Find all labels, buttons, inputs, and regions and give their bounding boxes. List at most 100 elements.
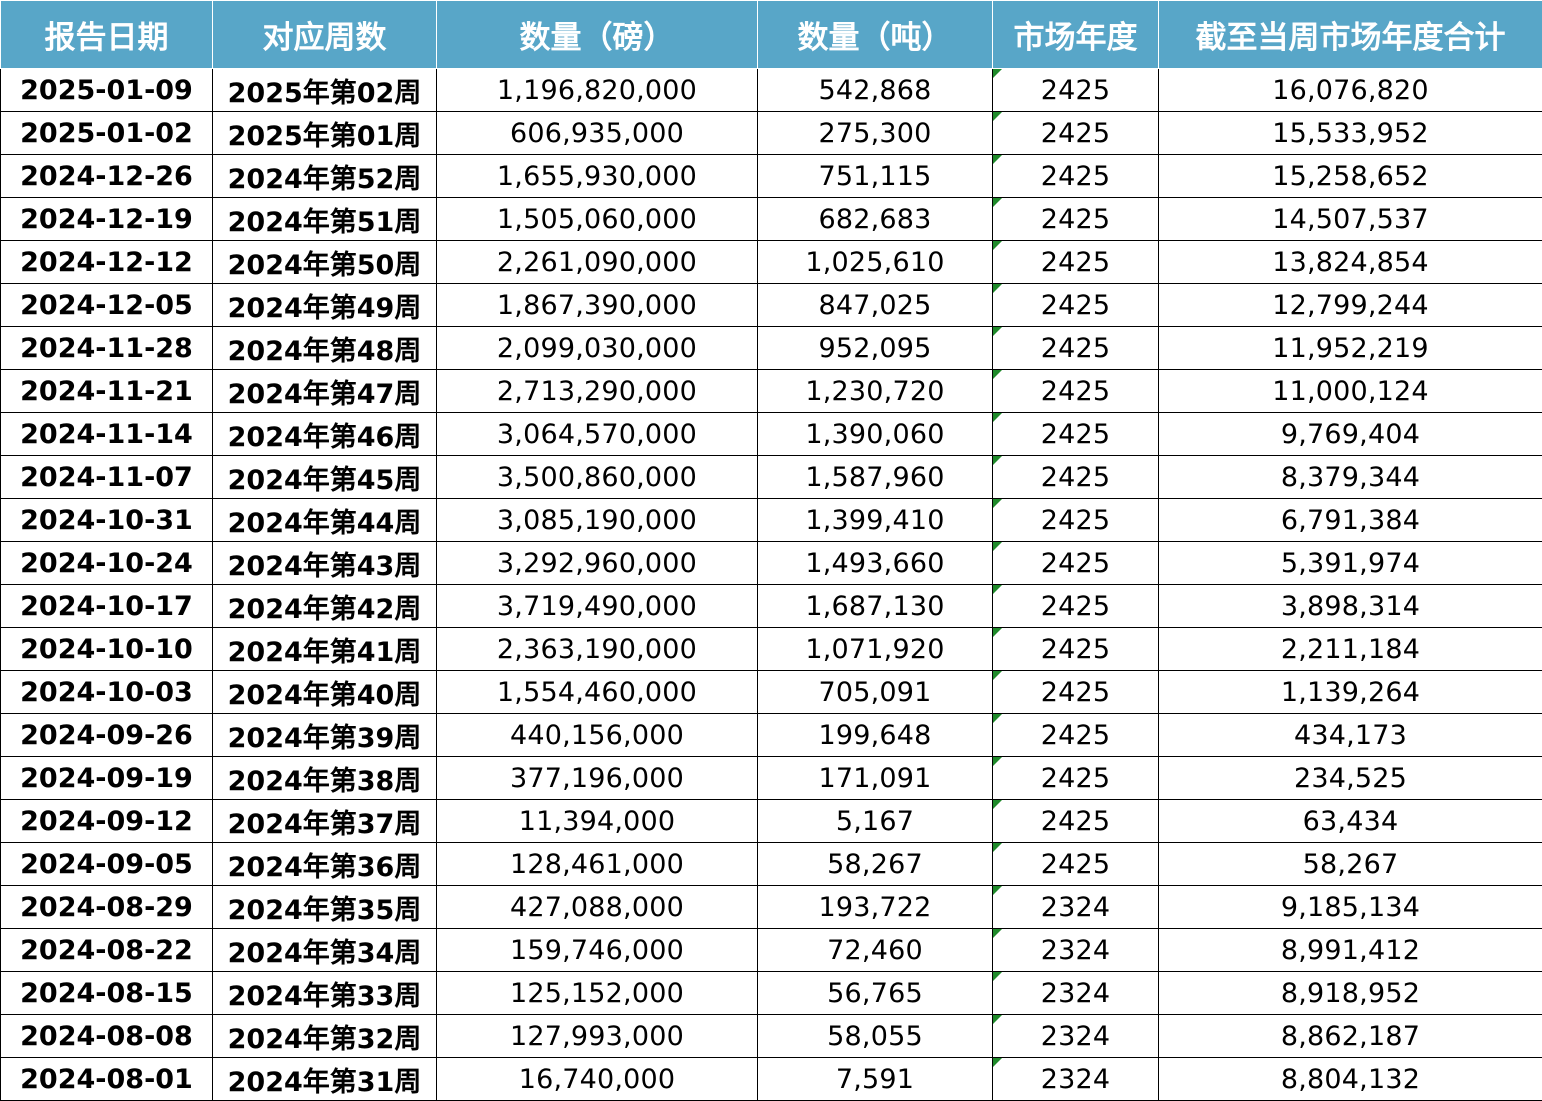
cell-marketing-year-cumulative[interactable]: 9,185,134 [1159,886,1542,929]
cell-report-date[interactable]: 2024-11-14 [1,413,213,456]
cell-marketing-year-cumulative[interactable]: 3,898,314 [1159,585,1542,628]
cell-quantity-tons[interactable]: 5,167 [758,800,993,843]
cell-marketing-year[interactable]: 2425 [993,284,1159,327]
cell-quantity-pounds[interactable]: 2,713,290,000 [437,370,758,413]
cell-marketing-year-cumulative[interactable]: 6,791,384 [1159,499,1542,542]
cell-week-number[interactable]: 2024年第37周 [213,800,437,843]
header-report-date[interactable]: 报告日期 [1,1,213,69]
cell-quantity-tons[interactable]: 542,868 [758,69,993,112]
cell-report-date[interactable]: 2024-12-05 [1,284,213,327]
cell-report-date[interactable]: 2024-12-12 [1,241,213,284]
cell-marketing-year-cumulative[interactable]: 1,139,264 [1159,671,1542,714]
cell-week-number[interactable]: 2024年第36周 [213,843,437,886]
header-marketing-year-cumulative[interactable]: 截至当周市场年度合计 [1159,1,1542,69]
cell-quantity-tons[interactable]: 682,683 [758,198,993,241]
cell-quantity-tons[interactable]: 952,095 [758,327,993,370]
cell-report-date[interactable]: 2024-11-21 [1,370,213,413]
cell-report-date[interactable]: 2024-09-19 [1,757,213,800]
cell-marketing-year[interactable]: 2425 [993,757,1159,800]
cell-week-number[interactable]: 2024年第38周 [213,757,437,800]
cell-report-date[interactable]: 2024-08-29 [1,886,213,929]
cell-marketing-year[interactable]: 2425 [993,241,1159,284]
cell-quantity-tons[interactable]: 1,587,960 [758,456,993,499]
cell-quantity-pounds[interactable]: 1,505,060,000 [437,198,758,241]
cell-marketing-year[interactable]: 2425 [993,155,1159,198]
cell-marketing-year-cumulative[interactable]: 8,991,412 [1159,929,1542,972]
cell-report-date[interactable]: 2024-12-19 [1,198,213,241]
cell-quantity-pounds[interactable]: 127,993,000 [437,1015,758,1058]
cell-marketing-year[interactable]: 2425 [993,112,1159,155]
cell-week-number[interactable]: 2024年第35周 [213,886,437,929]
cell-marketing-year[interactable]: 2324 [993,886,1159,929]
cell-quantity-pounds[interactable]: 125,152,000 [437,972,758,1015]
cell-week-number[interactable]: 2024年第44周 [213,499,437,542]
cell-report-date[interactable]: 2024-10-10 [1,628,213,671]
cell-week-number[interactable]: 2024年第34周 [213,929,437,972]
cell-marketing-year[interactable]: 2425 [993,413,1159,456]
cell-quantity-pounds[interactable]: 2,261,090,000 [437,241,758,284]
cell-marketing-year[interactable]: 2425 [993,800,1159,843]
header-marketing-year[interactable]: 市场年度 [993,1,1159,69]
cell-week-number[interactable]: 2024年第47周 [213,370,437,413]
cell-week-number[interactable]: 2025年第02周 [213,69,437,112]
cell-report-date[interactable]: 2025-01-02 [1,112,213,155]
cell-week-number[interactable]: 2024年第52周 [213,155,437,198]
cell-quantity-pounds[interactable]: 3,500,860,000 [437,456,758,499]
cell-quantity-tons[interactable]: 751,115 [758,155,993,198]
cell-marketing-year[interactable]: 2324 [993,1058,1159,1101]
cell-marketing-year-cumulative[interactable]: 11,952,219 [1159,327,1542,370]
cell-quantity-tons[interactable]: 56,765 [758,972,993,1015]
cell-marketing-year-cumulative[interactable]: 13,824,854 [1159,241,1542,284]
cell-marketing-year[interactable]: 2425 [993,542,1159,585]
cell-quantity-pounds[interactable]: 3,085,190,000 [437,499,758,542]
cell-marketing-year-cumulative[interactable]: 12,799,244 [1159,284,1542,327]
cell-quantity-pounds[interactable]: 1,196,820,000 [437,69,758,112]
header-quantity-pounds[interactable]: 数量（磅） [437,1,758,69]
cell-marketing-year-cumulative[interactable]: 8,862,187 [1159,1015,1542,1058]
cell-marketing-year[interactable]: 2425 [993,499,1159,542]
cell-quantity-pounds[interactable]: 11,394,000 [437,800,758,843]
cell-quantity-tons[interactable]: 193,722 [758,886,993,929]
cell-week-number[interactable]: 2024年第46周 [213,413,437,456]
cell-marketing-year-cumulative[interactable]: 14,507,537 [1159,198,1542,241]
cell-week-number[interactable]: 2024年第39周 [213,714,437,757]
cell-quantity-tons[interactable]: 705,091 [758,671,993,714]
cell-marketing-year[interactable]: 2425 [993,198,1159,241]
cell-week-number[interactable]: 2024年第32周 [213,1015,437,1058]
header-week-number[interactable]: 对应周数 [213,1,437,69]
cell-week-number[interactable]: 2024年第50周 [213,241,437,284]
cell-marketing-year-cumulative[interactable]: 8,918,952 [1159,972,1542,1015]
cell-marketing-year-cumulative[interactable]: 434,173 [1159,714,1542,757]
cell-quantity-pounds[interactable]: 2,363,190,000 [437,628,758,671]
cell-report-date[interactable]: 2024-08-08 [1,1015,213,1058]
cell-marketing-year-cumulative[interactable]: 63,434 [1159,800,1542,843]
cell-marketing-year-cumulative[interactable]: 5,391,974 [1159,542,1542,585]
cell-marketing-year-cumulative[interactable]: 9,769,404 [1159,413,1542,456]
cell-report-date[interactable]: 2024-12-26 [1,155,213,198]
cell-marketing-year[interactable]: 2425 [993,843,1159,886]
cell-week-number[interactable]: 2024年第40周 [213,671,437,714]
cell-quantity-pounds[interactable]: 16,740,000 [437,1058,758,1101]
cell-report-date[interactable]: 2024-09-12 [1,800,213,843]
cell-report-date[interactable]: 2024-10-24 [1,542,213,585]
cell-marketing-year-cumulative[interactable]: 11,000,124 [1159,370,1542,413]
cell-quantity-tons[interactable]: 847,025 [758,284,993,327]
cell-quantity-pounds[interactable]: 440,156,000 [437,714,758,757]
cell-marketing-year-cumulative[interactable]: 58,267 [1159,843,1542,886]
cell-quantity-tons[interactable]: 1,493,660 [758,542,993,585]
cell-report-date[interactable]: 2024-08-15 [1,972,213,1015]
cell-quantity-tons[interactable]: 58,267 [758,843,993,886]
header-quantity-tons[interactable]: 数量（吨） [758,1,993,69]
cell-marketing-year[interactable]: 2324 [993,972,1159,1015]
cell-marketing-year[interactable]: 2425 [993,671,1159,714]
cell-marketing-year-cumulative[interactable]: 8,379,344 [1159,456,1542,499]
cell-week-number[interactable]: 2024年第48周 [213,327,437,370]
cell-marketing-year-cumulative[interactable]: 16,076,820 [1159,69,1542,112]
cell-marketing-year[interactable]: 2425 [993,69,1159,112]
cell-marketing-year[interactable]: 2324 [993,1015,1159,1058]
cell-week-number[interactable]: 2024年第31周 [213,1058,437,1101]
cell-report-date[interactable]: 2024-09-26 [1,714,213,757]
cell-quantity-pounds[interactable]: 606,935,000 [437,112,758,155]
cell-quantity-tons[interactable]: 1,071,920 [758,628,993,671]
cell-quantity-tons[interactable]: 171,091 [758,757,993,800]
